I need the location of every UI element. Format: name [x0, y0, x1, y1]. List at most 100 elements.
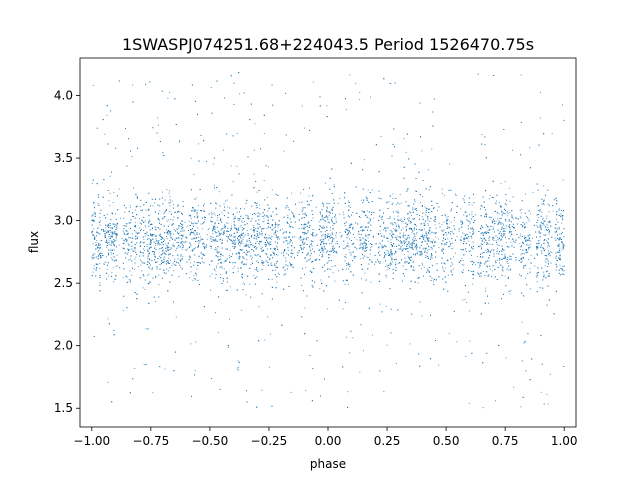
data-point [141, 261, 143, 262]
data-point [540, 391, 542, 393]
data-point [335, 234, 337, 236]
data-point [288, 242, 290, 244]
data-point [300, 192, 302, 194]
data-point [327, 262, 329, 264]
data-point [418, 229, 420, 230]
data-point [406, 248, 408, 250]
data-point [520, 74, 522, 76]
data-point [541, 203, 543, 205]
data-point [386, 201, 388, 203]
data-point [339, 198, 341, 200]
data-point [216, 251, 218, 253]
data-point [445, 215, 447, 217]
data-point [92, 271, 94, 273]
data-point [131, 241, 133, 243]
data-point [338, 270, 340, 272]
data-point [543, 242, 544, 244]
data-point [143, 364, 145, 366]
data-point [271, 189, 273, 191]
data-point [348, 200, 349, 202]
data-point [389, 264, 391, 266]
data-point [194, 261, 195, 263]
data-point [161, 191, 163, 193]
data-point [541, 227, 542, 229]
data-point [392, 193, 394, 195]
data-point [144, 289, 146, 290]
data-point [395, 223, 397, 225]
data-point [238, 241, 240, 242]
data-point [158, 248, 160, 250]
data-point [525, 193, 526, 195]
data-point [463, 214, 465, 216]
data-point [110, 242, 112, 244]
data-point [542, 217, 544, 219]
data-point [97, 251, 99, 253]
data-point [167, 97, 169, 99]
data-point [322, 241, 324, 243]
data-point [168, 253, 170, 255]
data-point [461, 271, 463, 273]
data-point [263, 265, 265, 266]
data-point [275, 262, 277, 264]
data-point [433, 280, 434, 282]
data-point [398, 203, 400, 205]
data-point [256, 240, 258, 242]
data-point [312, 241, 314, 243]
data-point [108, 236, 110, 238]
data-point [177, 258, 179, 260]
data-point [286, 221, 288, 223]
data-point [215, 270, 217, 272]
data-point [541, 211, 543, 213]
data-point [165, 243, 167, 245]
data-point [173, 204, 175, 206]
data-point [532, 237, 533, 239]
data-point [559, 265, 561, 267]
data-point [383, 391, 385, 392]
data-point [111, 241, 113, 243]
data-point [450, 244, 451, 246]
data-point [246, 243, 247, 245]
data-point [399, 236, 401, 237]
data-point [527, 244, 529, 246]
data-point [497, 239, 499, 241]
data-point [236, 367, 238, 369]
data-point [411, 231, 413, 233]
data-point [374, 263, 375, 265]
data-point [418, 254, 420, 256]
data-point [420, 202, 421, 203]
data-point [285, 231, 287, 233]
data-point [415, 225, 417, 227]
data-point [424, 240, 426, 242]
data-point [215, 247, 217, 249]
data-point [320, 279, 322, 281]
data-point [493, 197, 495, 199]
data-point [265, 243, 267, 245]
data-point [224, 224, 226, 226]
data-point [528, 220, 530, 222]
data-point [208, 228, 210, 230]
data-point [245, 294, 247, 296]
data-point [432, 242, 433, 244]
data-point [140, 264, 142, 266]
data-point [186, 248, 188, 250]
data-point [414, 228, 416, 230]
data-point [371, 334, 373, 336]
data-point [481, 246, 482, 248]
data-point [509, 293, 511, 295]
data-point [179, 225, 181, 227]
data-point [488, 216, 490, 218]
data-point [555, 269, 557, 271]
data-point [103, 263, 105, 265]
data-point [202, 243, 204, 245]
data-point [223, 232, 225, 234]
data-point [348, 246, 350, 248]
data-point [326, 206, 328, 208]
data-point [164, 199, 166, 201]
data-point [404, 222, 406, 224]
data-point [492, 270, 493, 272]
data-point [435, 236, 437, 238]
data-point [169, 205, 171, 207]
data-point [368, 211, 370, 213]
data-point [114, 213, 116, 215]
data-point [512, 218, 514, 220]
